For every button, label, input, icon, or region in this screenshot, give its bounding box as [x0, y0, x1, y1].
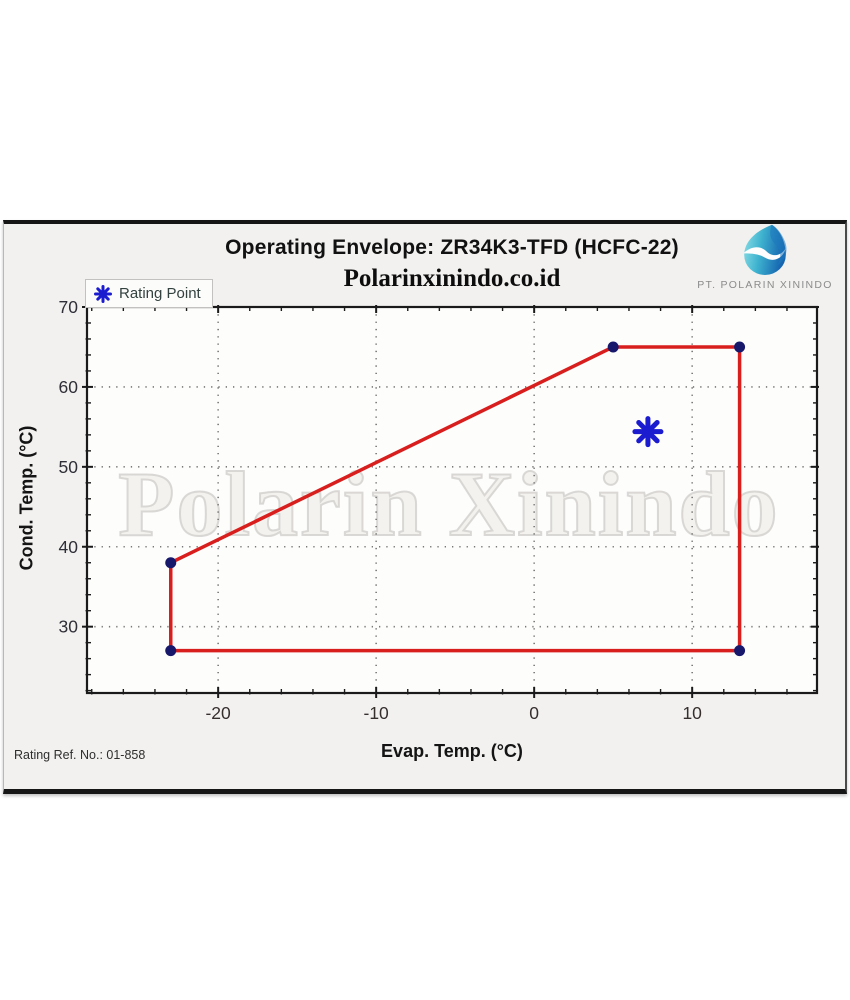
x-axis-label: Evap. Temp. (°C): [381, 741, 523, 761]
brand-name: PT. POLARIN XININDO: [697, 279, 833, 291]
rating-point-icon: [94, 284, 112, 303]
website-subtitle: Polarinxinindo.co.id: [343, 265, 561, 292]
chart-title: Operating Envelope: ZR34K3-TFD (HCFC-22): [225, 236, 679, 259]
legend-box: Rating Point: [85, 279, 213, 308]
legend-label: Rating Point: [119, 285, 201, 302]
water-drop-swirl-icon: [743, 224, 787, 275]
y-axis-label: Cond. Temp. (°C): [16, 425, 37, 571]
brand-block: PT. POLARIN XININDO: [690, 222, 840, 291]
watermark-text: Polarin Xinindo: [117, 452, 780, 556]
rating-reference-number: Rating Ref. No.: 01-858: [14, 748, 146, 762]
